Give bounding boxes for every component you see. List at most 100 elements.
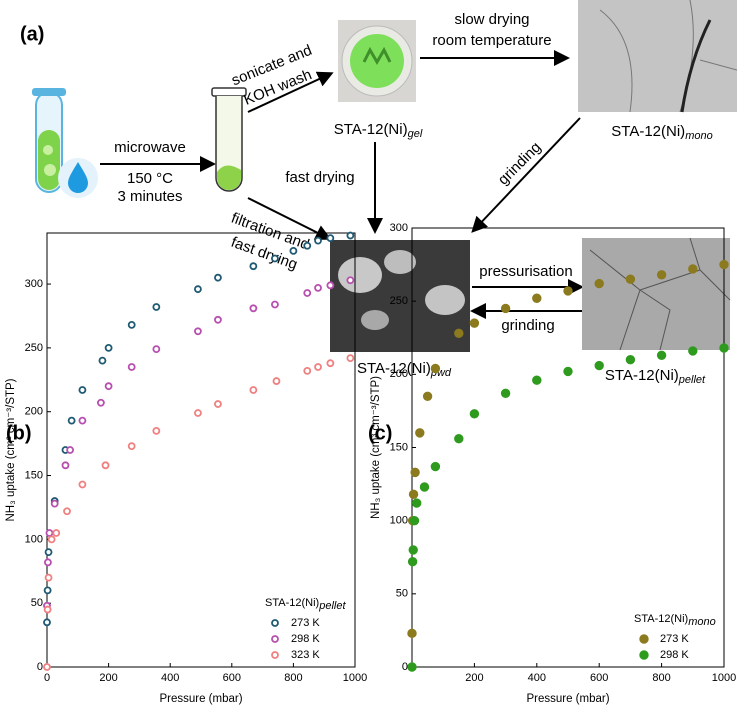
data-point xyxy=(688,346,698,356)
data-point xyxy=(78,386,87,394)
x-tick-label: 1000 xyxy=(712,672,736,684)
x-tick-label: 400 xyxy=(161,672,179,684)
data-point xyxy=(563,366,573,377)
data-point xyxy=(532,375,542,385)
legend-label: 273 K xyxy=(660,633,689,645)
data-point xyxy=(47,535,56,544)
y-tick-label: 100 xyxy=(25,533,43,545)
step-label: grinding xyxy=(501,317,554,334)
data-point xyxy=(594,278,604,289)
y-tick-label: 150 xyxy=(25,469,43,481)
material-label: STA-12(Ni)mono xyxy=(611,123,712,142)
data-point xyxy=(407,662,417,672)
legend-marker xyxy=(271,619,279,627)
arrow xyxy=(247,197,332,240)
legend-label: 273 K xyxy=(291,617,320,629)
data-point xyxy=(415,428,425,438)
data-point xyxy=(214,273,222,282)
data-point xyxy=(43,586,52,595)
y-tick-label: 300 xyxy=(25,278,43,290)
legend-marker xyxy=(271,651,279,659)
legend-title: STA-12(Ni)mono xyxy=(634,613,716,628)
data-point xyxy=(625,274,636,284)
y-tick-label: 50 xyxy=(396,588,408,600)
legend-label: 323 K xyxy=(291,649,320,661)
data-point xyxy=(249,386,258,394)
mono-micrograph xyxy=(578,0,737,113)
data-point xyxy=(50,499,59,508)
panel-label: (a) xyxy=(20,23,44,45)
data-point xyxy=(303,366,312,375)
data-point xyxy=(454,328,464,339)
x-tick-label: 600 xyxy=(223,672,241,684)
data-point xyxy=(656,350,667,361)
pellet-micrograph xyxy=(582,237,731,351)
legend-marker xyxy=(271,635,279,643)
data-point xyxy=(43,618,51,627)
data-point xyxy=(326,234,335,243)
y-axis-label: NH₃ uptake (cm³ cm⁻³/STP) xyxy=(5,378,17,521)
data-point xyxy=(44,548,53,557)
data-point xyxy=(407,628,417,639)
data-point xyxy=(43,605,52,614)
data-point xyxy=(101,461,110,470)
x-tick-label: 600 xyxy=(590,672,608,684)
y-tick-label: 150 xyxy=(390,441,408,453)
arrow xyxy=(471,117,581,233)
x-axis-label: Pressure (mbar) xyxy=(526,693,609,705)
pwd-micrograph xyxy=(330,240,470,352)
data-point xyxy=(249,262,258,271)
data-point xyxy=(271,300,279,309)
data-point xyxy=(532,293,542,303)
data-point xyxy=(127,363,136,371)
data-point xyxy=(411,498,422,508)
data-point xyxy=(346,276,355,285)
data-point xyxy=(127,442,136,451)
step-label: pressurisation xyxy=(479,263,572,280)
data-point xyxy=(326,281,335,290)
data-point xyxy=(303,241,312,250)
data-point xyxy=(45,529,54,537)
y-tick-label: 250 xyxy=(390,295,408,307)
data-point xyxy=(44,558,52,567)
data-point xyxy=(454,434,464,444)
data-point xyxy=(78,416,87,425)
data-point xyxy=(44,573,53,582)
data-point xyxy=(688,264,698,274)
data-point xyxy=(430,461,441,472)
data-point xyxy=(314,236,322,245)
data-point xyxy=(97,398,105,407)
arrow xyxy=(247,71,334,113)
diagram: (a) microwave 150 °C 3 minutes sonicate … xyxy=(20,0,737,386)
legend-label: 298 K xyxy=(291,633,320,645)
y-tick-label: 50 xyxy=(31,597,43,609)
data-point xyxy=(625,355,636,365)
y-tick-label: 0 xyxy=(37,661,43,673)
data-point xyxy=(500,388,511,399)
data-point xyxy=(98,356,107,365)
data-point xyxy=(194,285,202,294)
data-point xyxy=(719,343,729,353)
data-point xyxy=(314,363,322,371)
step-label: 150 °C xyxy=(127,170,173,187)
data-point xyxy=(594,360,604,371)
data-point xyxy=(194,409,202,417)
data-point xyxy=(104,343,113,352)
data-point xyxy=(326,359,335,368)
material-label: STA-12(Ni)gel xyxy=(334,121,423,140)
data-point xyxy=(346,354,355,362)
y-tick-label: 300 xyxy=(390,222,408,234)
data-point xyxy=(303,289,312,297)
data-point xyxy=(194,327,202,336)
data-point xyxy=(104,382,113,391)
y-tick-label: 200 xyxy=(25,406,43,418)
x-tick-label: 0 xyxy=(44,672,50,684)
legend-marker xyxy=(639,634,649,644)
data-point xyxy=(127,321,136,329)
data-point xyxy=(408,545,418,555)
data-point xyxy=(407,556,418,567)
legend-title: STA-12(Ni)pellet xyxy=(265,597,346,612)
data-point xyxy=(52,529,61,537)
reagent-icon xyxy=(32,88,98,198)
data-point xyxy=(408,489,419,500)
